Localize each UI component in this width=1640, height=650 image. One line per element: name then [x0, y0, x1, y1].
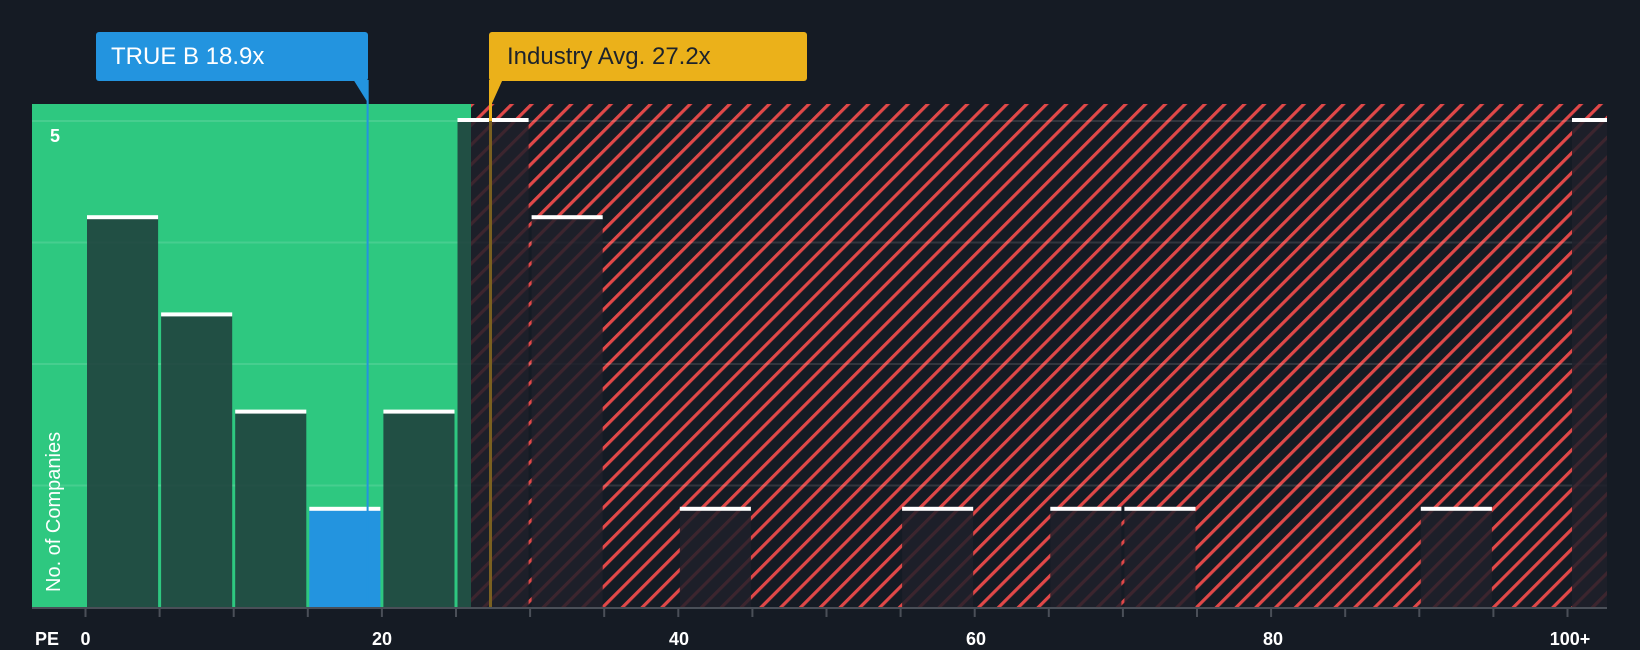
histogram-bar [235, 409, 307, 607]
bar-cap [161, 312, 233, 317]
bar-cap [457, 118, 529, 122]
histogram-bar [1572, 118, 1607, 607]
histogram-bar [679, 506, 751, 607]
bar-cap [383, 409, 455, 414]
company-callout-pointer [353, 80, 369, 104]
histogram-bar [531, 215, 603, 607]
industry-avg-callout: Industry Avg. 27.2x [489, 32, 807, 81]
bar-cap [87, 215, 159, 220]
bar-cap [902, 506, 974, 511]
industry-avg-label: Industry Avg. 27.2x [507, 43, 711, 70]
histogram-bar [309, 506, 381, 607]
x-tick-label: 60 [965, 629, 987, 649]
y-tick-5: 5 [50, 126, 61, 146]
bar-cap [1572, 118, 1607, 122]
bar-cap [679, 506, 751, 511]
histogram-bar [902, 506, 974, 607]
histogram-bar [1420, 506, 1492, 607]
bar-cap [1050, 506, 1122, 511]
bar-cap [309, 506, 381, 511]
histogram-bar [87, 215, 159, 607]
company-pe-callout: TRUE B 18.9x [96, 32, 368, 81]
y-axis-title: No. of Companies [43, 431, 65, 592]
bar-cap [1420, 506, 1492, 511]
overvalued-region [471, 104, 1607, 607]
x-tick-label: 80 [1262, 629, 1284, 649]
x-axis-title: PE [35, 629, 60, 649]
histogram-bar [383, 409, 455, 607]
histogram-bar [457, 118, 529, 607]
industry-callout-pointer [489, 80, 503, 110]
bar-cap [531, 215, 603, 220]
histogram-bar [161, 312, 233, 607]
bar-cap [235, 409, 307, 414]
histogram-bar [1050, 506, 1122, 607]
bar-cap [1124, 506, 1196, 511]
x-tick-label: 40 [668, 629, 690, 649]
x-tick-label: 100+ [1549, 629, 1591, 649]
company-pe-label: TRUE B 18.9x [111, 43, 265, 70]
x-tick-label: 20 [371, 629, 393, 649]
x-tick-label: 0 [80, 629, 91, 649]
histogram-bar [1124, 506, 1196, 607]
